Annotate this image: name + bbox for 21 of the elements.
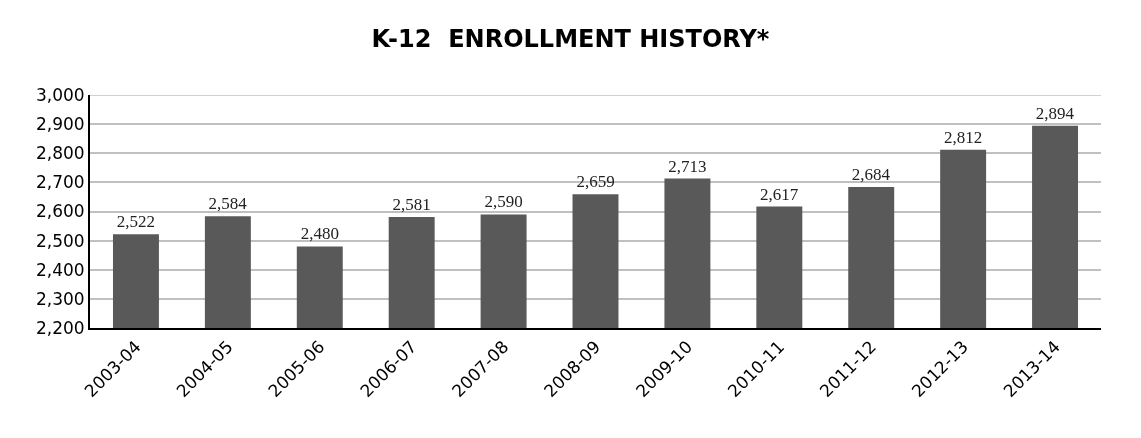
y-tick-label: 2,200	[35, 317, 85, 338]
y-tick-label: 3,000	[35, 84, 85, 105]
y-tick-label: 2,400	[35, 259, 85, 280]
data-label: 2,617	[759, 184, 799, 204]
y-tick-label: 2,500	[35, 230, 85, 251]
chart-title: K-12 ENROLLMENT HISTORY*	[371, 25, 770, 54]
y-tick-label: 2,600	[35, 201, 85, 222]
data-label: 2,590	[484, 192, 523, 212]
y-tick-label: 2,300	[35, 288, 85, 309]
data-label: 2,584	[208, 194, 248, 214]
y-tick-label: 2,900	[35, 114, 85, 135]
data-label: 2,684	[851, 165, 891, 185]
y-tick-label: 2,700	[35, 172, 85, 193]
data-label: 2,659	[576, 172, 615, 192]
data-label: 2,894	[1035, 103, 1075, 123]
data-label: 2,480	[300, 224, 339, 244]
y-tick-label: 2,800	[35, 143, 85, 164]
data-label: 2,713	[668, 156, 707, 176]
data-label: 2,812	[944, 127, 983, 147]
data-label: 2,581	[392, 195, 431, 215]
data-label: 2,522	[116, 212, 156, 232]
